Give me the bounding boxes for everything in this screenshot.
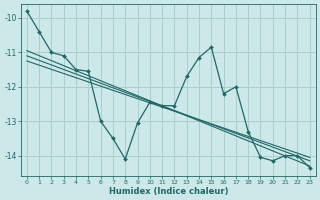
X-axis label: Humidex (Indice chaleur): Humidex (Indice chaleur) (108, 187, 228, 196)
